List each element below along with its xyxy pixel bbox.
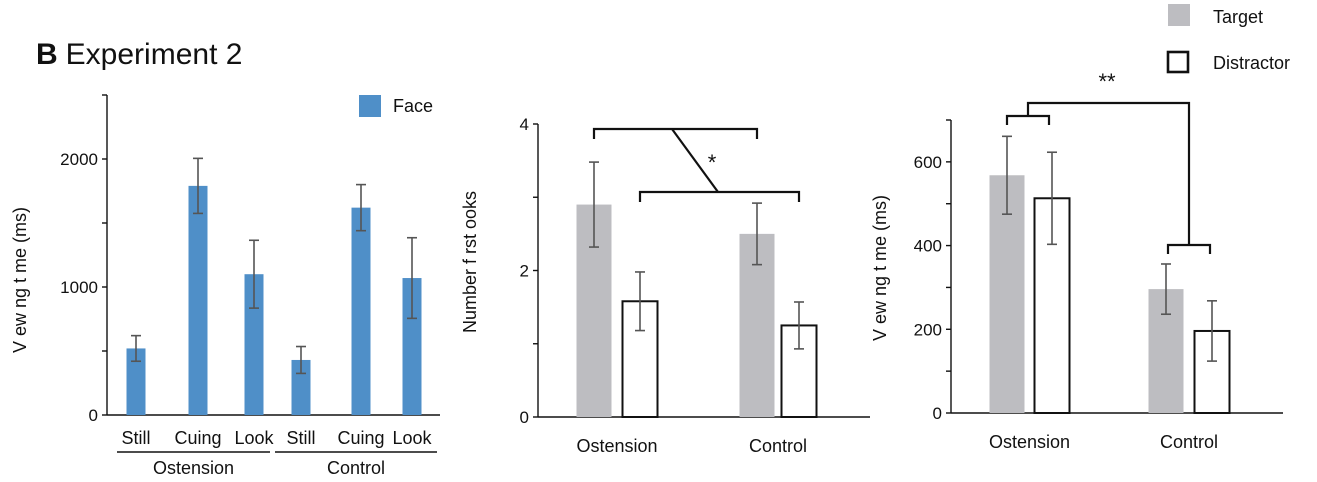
chart-1-bar (244, 274, 264, 415)
chart-2-tick-label: 2 (520, 262, 529, 281)
chart-1-bar (402, 278, 422, 415)
panel-label: B (36, 38, 58, 71)
chart-2-ylabel: Number f rst ooks (460, 191, 480, 333)
bracket-ostension (592, 127, 759, 139)
chart-3-marks: 0 200 400 600 Ostension Control (914, 119, 1283, 452)
bracket-connector (1026, 101, 1191, 245)
chart-1-ylabel: V ew ng t me (ms) (10, 207, 30, 353)
chart-2-category-label: Control (749, 436, 807, 456)
significance-stars: ** (1098, 69, 1116, 94)
significance-bracket-3: ** (1005, 69, 1212, 254)
bracket-ostension-pair (1005, 114, 1051, 125)
legend-face-swatch (359, 95, 381, 117)
chart-3-category-label: Ostension (989, 432, 1070, 452)
chart-3-tick-label: 400 (914, 237, 942, 256)
chart-1-group-label: Ostension (153, 458, 234, 478)
bracket-control (638, 190, 801, 202)
significance-bracket-2: * (592, 127, 801, 202)
legend-shared: Target Distractor (1166, 4, 1290, 74)
legend-target-swatch (1168, 4, 1190, 26)
chart-3-ylabel: V ew ng t me (ms) (870, 195, 890, 341)
chart-3-tick-label: 200 (914, 320, 942, 339)
chart-1-bar (126, 348, 146, 415)
chart-1-bar (351, 207, 371, 415)
significance-star: * (708, 150, 717, 175)
chart-1-bar (188, 185, 208, 415)
chart-1-group-label: Control (327, 458, 385, 478)
chart-3-tick-label: 0 (933, 404, 942, 423)
chart-1-category-label: Still (121, 428, 150, 448)
chart-3-category-label: Control (1160, 432, 1218, 452)
chart-1-category-label: Cuing (174, 428, 221, 448)
chart-1-tick-label: 1000 (60, 278, 98, 297)
chart-1-tick-label: 2000 (60, 150, 98, 169)
panel-title: B Experiment 2 (36, 38, 242, 71)
chart-1-category-label: Look (234, 428, 274, 448)
bracket-control-pair (1166, 243, 1212, 254)
chart-panel-viewing-time: 0 200 400 600 Ostension Control V ew ng t me … (870, 69, 1283, 452)
chart-1-category-label: Cuing (337, 428, 384, 448)
chart-1-category-label: Look (392, 428, 432, 448)
chart-2-marks: 0 2 4 Ostension Control (520, 115, 870, 456)
legend-face-label: Face (393, 96, 433, 116)
chart-2-tick-label: 4 (520, 115, 529, 134)
chart-3-tick-label: 600 (914, 153, 942, 172)
chart-panel-first-looks: 0 2 4 Ostension Control Number f rst ooks * (460, 115, 870, 456)
bracket-connector (671, 128, 719, 193)
legend-distractor-swatch (1166, 50, 1190, 74)
chart-2-tick-label: 0 (520, 408, 529, 427)
panel-title-text: Experiment 2 (66, 38, 243, 71)
legend-target-label: Target (1213, 7, 1263, 27)
chart-1-category-label: Still (286, 428, 315, 448)
legend-distractor-label: Distractor (1213, 53, 1290, 73)
chart-2-category-label: Ostension (576, 436, 657, 456)
chart-1-tick-label: 0 (89, 406, 98, 425)
